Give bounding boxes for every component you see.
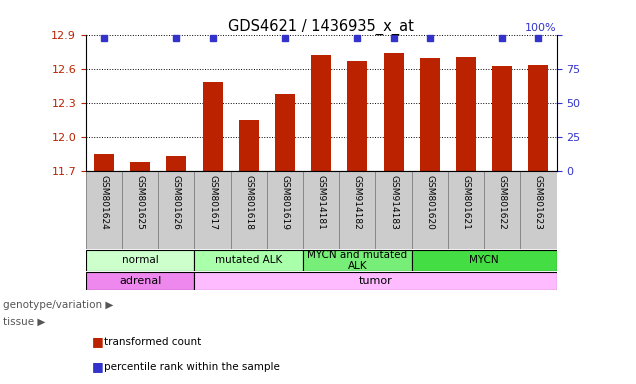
Text: tissue ▶: tissue ▶ bbox=[3, 316, 46, 326]
Bar bbox=[529, 65, 548, 171]
FancyBboxPatch shape bbox=[267, 171, 303, 249]
FancyBboxPatch shape bbox=[86, 250, 195, 271]
Text: genotype/variation ▶: genotype/variation ▶ bbox=[3, 300, 114, 310]
FancyBboxPatch shape bbox=[411, 250, 556, 271]
Bar bbox=[275, 94, 295, 171]
Text: GSM801620: GSM801620 bbox=[425, 175, 434, 230]
FancyBboxPatch shape bbox=[339, 171, 375, 249]
FancyBboxPatch shape bbox=[375, 171, 411, 249]
Bar bbox=[311, 55, 331, 171]
Text: GSM801625: GSM801625 bbox=[135, 175, 144, 230]
FancyBboxPatch shape bbox=[195, 171, 231, 249]
Text: adrenal: adrenal bbox=[119, 276, 162, 286]
Text: ■: ■ bbox=[92, 335, 103, 348]
Text: GSM801621: GSM801621 bbox=[462, 175, 471, 230]
FancyBboxPatch shape bbox=[158, 171, 195, 249]
Text: normal: normal bbox=[121, 255, 158, 265]
Text: tumor: tumor bbox=[359, 276, 392, 286]
FancyBboxPatch shape bbox=[195, 272, 556, 290]
Text: GSM801617: GSM801617 bbox=[208, 175, 217, 230]
FancyBboxPatch shape bbox=[448, 171, 484, 249]
Text: transformed count: transformed count bbox=[104, 337, 201, 347]
FancyBboxPatch shape bbox=[303, 171, 339, 249]
FancyBboxPatch shape bbox=[411, 171, 448, 249]
Text: ■: ■ bbox=[92, 360, 103, 373]
Text: GSM801622: GSM801622 bbox=[498, 175, 507, 230]
Bar bbox=[130, 162, 150, 171]
Bar bbox=[167, 156, 186, 171]
Bar bbox=[492, 66, 512, 171]
Bar bbox=[384, 53, 403, 171]
Bar bbox=[347, 61, 368, 171]
Text: GSM801624: GSM801624 bbox=[99, 175, 109, 230]
FancyBboxPatch shape bbox=[303, 250, 411, 271]
Text: GSM801618: GSM801618 bbox=[244, 175, 253, 230]
Text: GSM914183: GSM914183 bbox=[389, 175, 398, 230]
Text: MYCN: MYCN bbox=[469, 255, 499, 265]
FancyBboxPatch shape bbox=[86, 171, 122, 249]
Text: GSM801623: GSM801623 bbox=[534, 175, 543, 230]
Text: GSM801619: GSM801619 bbox=[280, 175, 289, 230]
Text: mutated ALK: mutated ALK bbox=[215, 255, 282, 265]
Text: percentile rank within the sample: percentile rank within the sample bbox=[104, 362, 280, 372]
Bar bbox=[456, 57, 476, 171]
FancyBboxPatch shape bbox=[86, 272, 195, 290]
FancyBboxPatch shape bbox=[484, 171, 520, 249]
Title: GDS4621 / 1436935_x_at: GDS4621 / 1436935_x_at bbox=[228, 18, 414, 35]
Bar bbox=[420, 58, 439, 171]
Bar bbox=[203, 83, 223, 171]
Text: 100%: 100% bbox=[525, 23, 556, 33]
Text: MYCN and mutated
ALK: MYCN and mutated ALK bbox=[307, 250, 408, 271]
Text: GSM801626: GSM801626 bbox=[172, 175, 181, 230]
FancyBboxPatch shape bbox=[122, 171, 158, 249]
FancyBboxPatch shape bbox=[520, 171, 556, 249]
Bar bbox=[94, 154, 114, 171]
Text: GSM914181: GSM914181 bbox=[317, 175, 326, 230]
FancyBboxPatch shape bbox=[231, 171, 267, 249]
Bar bbox=[239, 120, 259, 171]
FancyBboxPatch shape bbox=[195, 250, 303, 271]
Text: GSM914182: GSM914182 bbox=[353, 175, 362, 230]
